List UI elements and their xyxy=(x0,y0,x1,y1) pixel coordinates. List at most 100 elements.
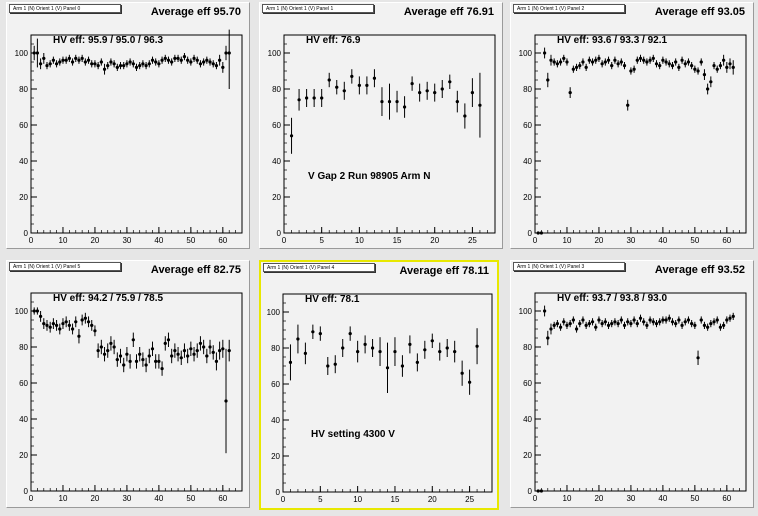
data-point xyxy=(683,60,687,68)
data-point xyxy=(348,326,352,341)
data-point xyxy=(118,348,123,364)
x-tick-label: 30 xyxy=(626,236,635,245)
y-tick-label: 40 xyxy=(19,415,28,424)
data-point xyxy=(192,347,196,362)
data-point xyxy=(370,339,375,357)
data-point xyxy=(179,350,183,365)
data-point xyxy=(423,340,427,359)
pad-panel-5[interactable]: Arm 1 (N) Orient 1 (V) Panel 5 Average e… xyxy=(6,260,250,508)
data-point xyxy=(42,53,46,64)
data-point xyxy=(318,326,322,341)
data-point xyxy=(638,314,643,322)
data-point xyxy=(408,335,412,354)
x-tick-label: 30 xyxy=(122,236,131,245)
data-point xyxy=(475,328,479,365)
data-point xyxy=(536,489,540,493)
data-point xyxy=(189,58,193,66)
data-point xyxy=(326,357,330,375)
pad-panel-3[interactable]: Arm 1 (N) Orient 1 (V) Panel 3 Average e… xyxy=(510,260,754,508)
data-point xyxy=(712,62,716,70)
data-point xyxy=(600,320,604,328)
data-point xyxy=(667,60,671,68)
data-point xyxy=(93,60,97,68)
data-point xyxy=(296,324,300,354)
pad-panel-2[interactable]: Arm 1 (N) Orient 1 (V) Panel 2 Average e… xyxy=(510,2,754,249)
data-point xyxy=(86,316,91,328)
data-point xyxy=(131,332,135,347)
x-tick-label: 0 xyxy=(533,236,538,245)
data-point xyxy=(562,318,566,326)
x-tick-label: 60 xyxy=(722,494,731,503)
pad-panel-0[interactable]: Arm 1 (N) Orient 1 (V) Panel 0 Average e… xyxy=(6,2,250,249)
data-point xyxy=(157,354,161,369)
data-point xyxy=(677,63,681,71)
y-tick-label: 0 xyxy=(276,488,281,497)
hv-eff-label: HV eff: 93.6 / 93.3 / 92.1 xyxy=(557,35,667,46)
data-point xyxy=(574,63,579,71)
data-point xyxy=(610,62,614,70)
data-point xyxy=(702,321,707,329)
data-point xyxy=(118,62,123,70)
data-point xyxy=(141,60,145,68)
data-point xyxy=(539,489,543,493)
x-tick-label: 5 xyxy=(318,495,323,504)
data-point xyxy=(552,321,556,329)
data-point xyxy=(221,339,225,358)
data-point xyxy=(211,345,215,360)
data-point xyxy=(632,316,636,324)
data-point xyxy=(45,62,49,70)
note-label: V Gap 2 Run 98905 Arm N xyxy=(308,171,430,182)
x-tick-label: 15 xyxy=(393,236,402,245)
data-point xyxy=(61,56,65,64)
data-point xyxy=(453,340,457,363)
note-label: HV setting 4300 V xyxy=(311,429,395,440)
data-point xyxy=(606,56,611,64)
x-tick-label: 15 xyxy=(391,495,400,504)
data-point xyxy=(51,56,55,64)
data-point xyxy=(77,56,81,64)
x-tick-label: 10 xyxy=(563,494,572,503)
data-point xyxy=(224,45,228,61)
data-point xyxy=(163,336,167,351)
data-point xyxy=(90,320,94,331)
data-point xyxy=(674,320,678,328)
data-point xyxy=(141,352,145,367)
data-point xyxy=(90,60,94,68)
data-point xyxy=(722,321,726,329)
x-tick-label: 10 xyxy=(353,495,362,504)
data-point xyxy=(400,355,405,377)
data-point xyxy=(205,348,209,364)
data-point xyxy=(64,56,68,64)
data-point xyxy=(648,56,652,64)
data-point xyxy=(378,337,382,366)
data-point xyxy=(448,74,452,89)
x-tick-label: 50 xyxy=(186,494,195,503)
data-point xyxy=(574,325,579,333)
data-point xyxy=(227,339,231,362)
efficiency-plot: 0 20 40 60 80 100 0 5 10 15 20 25 HV eff: 76.9 V Gap … xyxy=(268,34,496,245)
data-point xyxy=(610,320,614,328)
data-point xyxy=(131,60,135,68)
data-point xyxy=(74,54,78,62)
pad-panel-4[interactable]: Arm 1 (N) Orient 1 (V) Panel 4 Average e… xyxy=(259,260,499,510)
x-tick-label: 25 xyxy=(465,495,474,504)
data-point xyxy=(138,62,142,70)
data-point xyxy=(626,318,630,326)
data-point xyxy=(134,63,139,71)
pad-panel-1[interactable]: Arm 1 (N) Orient 1 (V) Panel 1 Average e… xyxy=(259,2,503,249)
data-point xyxy=(61,318,65,329)
data-point xyxy=(555,60,559,68)
data-point xyxy=(176,54,180,62)
y-tick-label: 20 xyxy=(19,451,28,460)
data-point xyxy=(715,316,719,324)
data-point xyxy=(430,333,434,348)
y-tick-label: 20 xyxy=(271,452,280,461)
data-point xyxy=(195,56,199,64)
data-point xyxy=(664,316,668,324)
data-point xyxy=(568,87,572,98)
data-point xyxy=(224,348,228,454)
data-point xyxy=(54,320,59,331)
data-point xyxy=(645,321,649,329)
data-point xyxy=(51,318,55,329)
hv-eff-label: HV eff: 76.9 xyxy=(306,35,361,46)
